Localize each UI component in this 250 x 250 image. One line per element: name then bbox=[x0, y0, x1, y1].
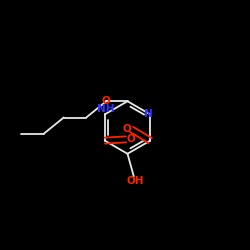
Text: N: N bbox=[144, 109, 152, 119]
Text: O: O bbox=[102, 96, 110, 106]
Text: OH: OH bbox=[126, 176, 144, 186]
Text: O: O bbox=[126, 134, 135, 144]
Text: O: O bbox=[122, 124, 131, 134]
Text: NH: NH bbox=[96, 104, 114, 115]
